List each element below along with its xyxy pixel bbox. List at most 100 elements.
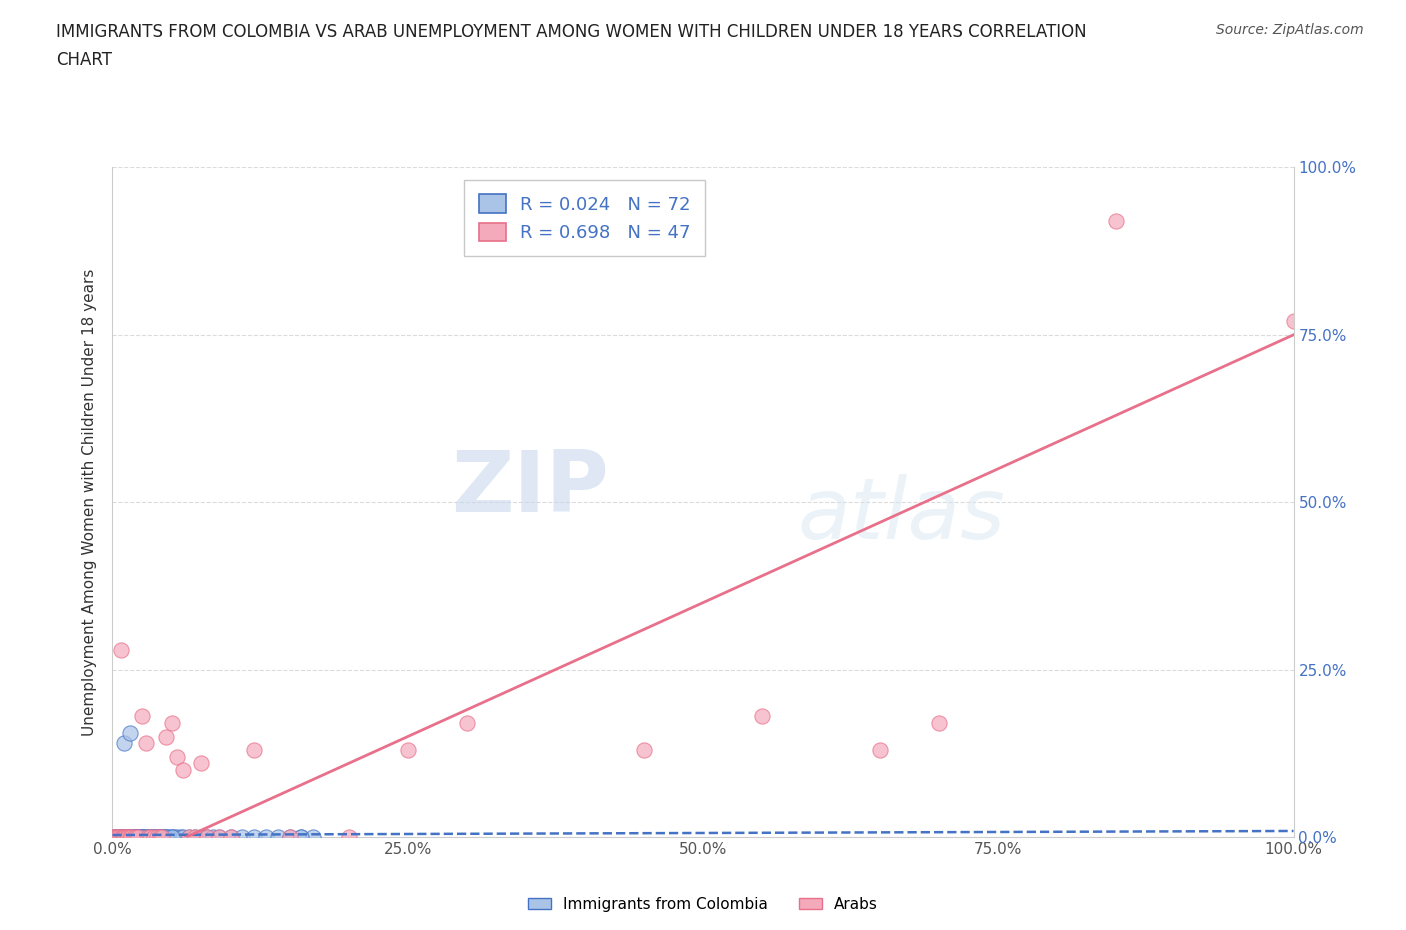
Point (142, 830, 165, 844)
Point (243, 742, 266, 757)
Point (184, 830, 207, 844)
Point (928, 716, 950, 731)
Point (219, 830, 242, 844)
Point (108, 830, 131, 844)
Point (142, 830, 165, 844)
Point (127, 830, 149, 844)
Point (112, 830, 135, 844)
Point (127, 830, 149, 844)
Point (146, 830, 169, 844)
Point (150, 830, 173, 844)
Text: CHART: CHART (56, 51, 112, 69)
Point (145, 830, 167, 844)
Point (208, 830, 231, 844)
Text: ZIP: ZIP (451, 447, 609, 530)
Point (179, 830, 201, 844)
Point (290, 830, 312, 844)
Point (111, 830, 134, 844)
Point (114, 830, 136, 844)
Point (105, 830, 128, 844)
Point (136, 830, 159, 844)
Point (120, 830, 142, 844)
Point (869, 742, 891, 757)
Point (190, 830, 212, 844)
Point (125, 830, 148, 844)
Legend: R = 0.024   N = 72, R = 0.698   N = 47: R = 0.024 N = 72, R = 0.698 N = 47 (464, 179, 706, 257)
Point (195, 830, 218, 844)
Point (160, 830, 183, 844)
Point (149, 830, 172, 844)
Point (143, 830, 166, 844)
Point (110, 830, 132, 844)
Point (139, 830, 162, 844)
Point (110, 642, 132, 657)
Point (136, 830, 159, 844)
Point (152, 830, 174, 844)
Point (112, 830, 135, 844)
Point (105, 830, 128, 844)
Point (155, 830, 177, 844)
Point (139, 830, 162, 844)
Point (128, 830, 150, 844)
Point (267, 830, 290, 844)
Point (115, 830, 138, 844)
Point (254, 830, 277, 844)
Y-axis label: Unemployment Among Women with Children Under 18 years: Unemployment Among Women with Children U… (82, 269, 97, 736)
Point (105, 830, 128, 844)
Point (149, 830, 172, 844)
Point (302, 830, 325, 844)
Point (1282, 314, 1305, 329)
Point (120, 725, 142, 740)
Point (122, 830, 145, 844)
Point (120, 830, 142, 844)
Point (112, 736, 135, 751)
Point (134, 830, 156, 844)
Point (396, 742, 419, 757)
Point (149, 830, 172, 844)
Point (633, 742, 655, 757)
Point (135, 830, 157, 844)
Point (138, 830, 160, 844)
Point (129, 830, 152, 844)
Point (172, 763, 194, 777)
Point (195, 830, 218, 844)
Point (231, 830, 253, 844)
Point (117, 830, 139, 844)
Point (120, 830, 142, 844)
Point (104, 830, 127, 844)
Point (131, 830, 153, 844)
Point (751, 709, 773, 724)
Point (456, 716, 478, 731)
Point (142, 830, 165, 844)
Point (278, 830, 301, 844)
Point (157, 830, 180, 844)
Point (290, 830, 312, 844)
Point (179, 830, 201, 844)
Point (114, 830, 136, 844)
Point (278, 830, 301, 844)
Point (148, 830, 170, 844)
Text: atlas: atlas (797, 474, 1005, 557)
Point (190, 756, 212, 771)
Point (108, 830, 131, 844)
Point (172, 830, 194, 844)
Point (132, 830, 155, 844)
Point (120, 830, 142, 844)
Text: IMMIGRANTS FROM COLOMBIA VS ARAB UNEMPLOYMENT AMONG WOMEN WITH CHILDREN UNDER 18: IMMIGRANTS FROM COLOMBIA VS ARAB UNEMPLO… (56, 23, 1087, 41)
Point (201, 830, 224, 844)
Point (160, 830, 183, 844)
Point (153, 830, 176, 844)
Point (135, 830, 157, 844)
Point (118, 830, 141, 844)
Point (115, 830, 138, 844)
Point (101, 830, 124, 844)
Point (337, 830, 360, 844)
Point (112, 830, 135, 844)
Point (131, 709, 153, 724)
Point (135, 736, 157, 751)
Point (163, 830, 186, 844)
Point (150, 830, 173, 844)
Point (107, 830, 129, 844)
Point (111, 830, 134, 844)
Point (160, 716, 183, 731)
